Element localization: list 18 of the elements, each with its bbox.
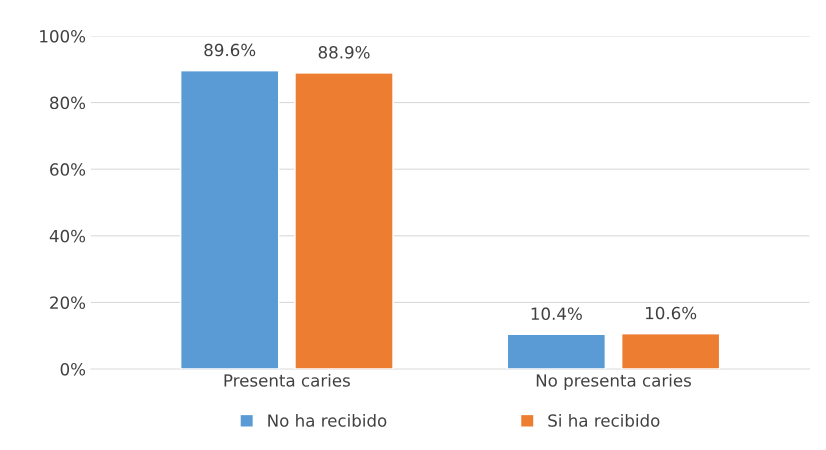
y-tick-label: 60% [50, 163, 86, 176]
data-label: 10.6% [646, 306, 696, 320]
y-tick-label: 20% [50, 296, 86, 309]
data-label: 89.6% [204, 44, 256, 56]
bar [180, 70, 280, 369]
y-tick-label: 100% [40, 30, 86, 43]
data-label: 10.4% [532, 307, 582, 320]
data-label: 88.9% [318, 46, 370, 59]
y-tick-label: 40% [50, 230, 86, 242]
y-tick-label: 0% [60, 362, 86, 376]
legend-label: No ha recibido [268, 414, 386, 427]
bar [506, 334, 606, 369]
legend-label: Si ha recibido [548, 414, 660, 427]
bar [294, 72, 394, 369]
x-tick-label: No presenta caries [536, 374, 691, 390]
bar [620, 333, 720, 369]
x-tick-label: Presenta caries [224, 374, 350, 387]
y-tick-label: 80% [50, 96, 86, 110]
